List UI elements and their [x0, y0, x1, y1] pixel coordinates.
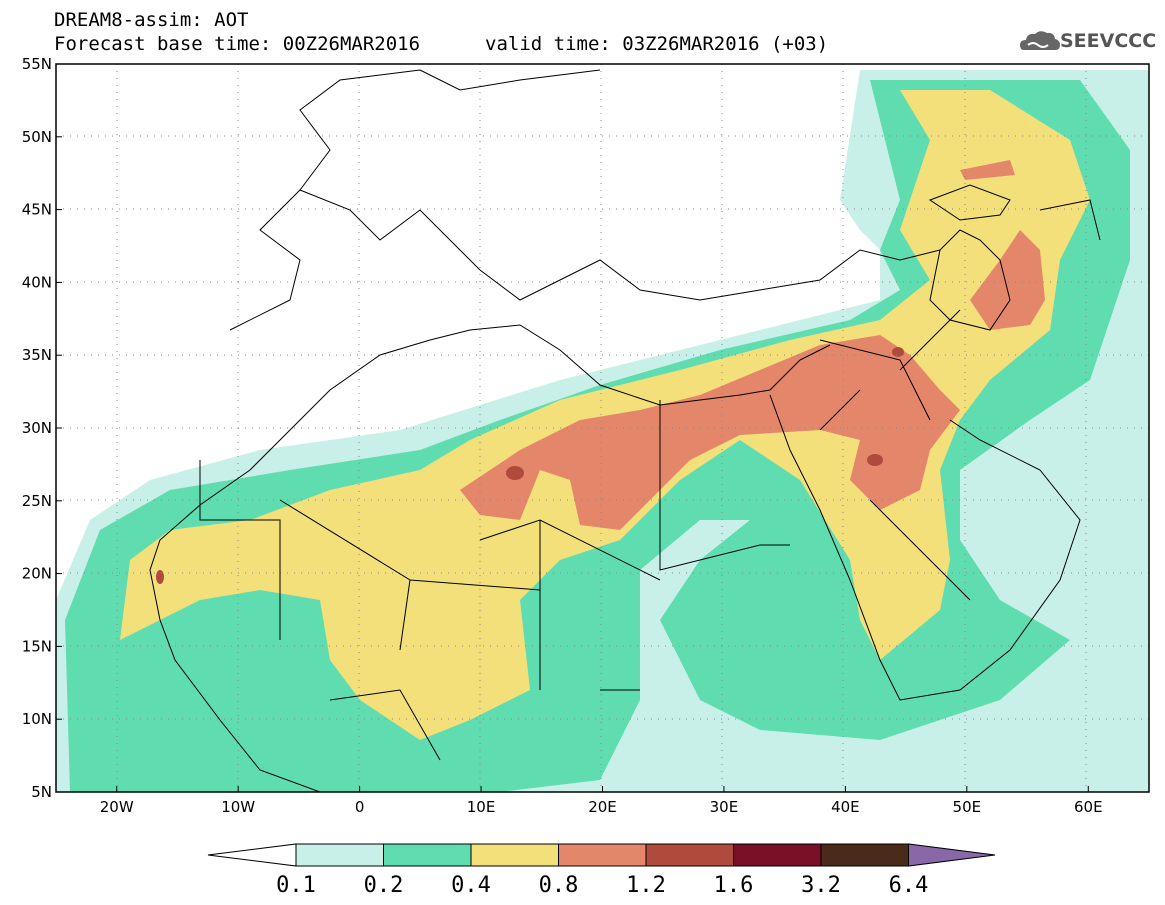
x-tick-label: 20E: [588, 798, 617, 816]
cloud-logo-icon: [1020, 31, 1060, 50]
aot-band-0.4: [120, 90, 1090, 740]
axis-ticks: [56, 63, 1089, 793]
colorbar-level-label: 0.1: [276, 873, 316, 898]
y-tick-label: 35N: [22, 346, 52, 364]
colorbar-swatch: [295, 843, 384, 867]
aot-band-0.8: [960, 160, 1015, 180]
x-tick-label: 20W: [100, 798, 134, 816]
x-tick-label: 30E: [710, 798, 739, 816]
colorbar-swatch: [733, 843, 822, 867]
colorbar-under-arrow: [207, 843, 297, 867]
title-base-time: Forecast base time: 00Z26MAR2016: [54, 33, 421, 55]
colorbar-level-label: 0.8: [538, 873, 579, 898]
coastlines: [149, 69, 1101, 792]
title-valid-time: valid time: 03Z26MAR2016 (+03): [485, 33, 829, 55]
colorbar-level-label: 1.2: [626, 873, 666, 898]
y-tick-label: 25N: [22, 492, 52, 510]
y-tick-label: 45N: [22, 201, 52, 219]
y-tick-label: 40N: [22, 273, 52, 291]
x-tick-label: 0: [355, 798, 365, 816]
colorbar-swatch: [470, 843, 559, 867]
colorbar-level-label: 0.4: [451, 873, 491, 898]
colorbar-swatch: [558, 843, 647, 867]
aot-band-1.2: [506, 466, 524, 480]
y-tick-label: 10N: [22, 710, 52, 728]
colorbar-over-arrow: [908, 843, 996, 867]
colorbar-level-label: 1.6: [713, 873, 754, 898]
y-tick-label: 50N: [22, 128, 52, 146]
logo-text: SEEVCCC: [1060, 30, 1157, 52]
y-tick-label: 20N: [22, 565, 52, 583]
colorbar-level-label: 0.2: [363, 873, 404, 898]
graticule: [56, 64, 1149, 792]
y-tick-label: 5N: [31, 783, 52, 801]
aot-field: [56, 70, 1149, 792]
aot-band-1.2: [867, 454, 883, 466]
title-product: DREAM8-assim: AOT: [54, 9, 249, 31]
x-tick-label: 10E: [467, 798, 496, 816]
x-tick-label: 10W: [221, 798, 255, 816]
colorbar: [207, 843, 996, 867]
colorbar-level-label: 3.2: [801, 873, 841, 898]
y-tick-label: 15N: [22, 637, 52, 655]
colorbar-swatch: [820, 843, 909, 867]
colorbar-swatch: [645, 843, 734, 867]
colorbar-swatch: [383, 843, 472, 867]
x-tick-label: 40E: [831, 798, 860, 816]
x-tick-label: 50E: [953, 798, 982, 816]
x-tick-label: 60E: [1074, 798, 1103, 816]
colorbar-level-label: 6.4: [888, 873, 929, 898]
y-tick-label: 55N: [22, 55, 52, 73]
aot-band-1.2: [892, 347, 904, 357]
y-tick-label: 30N: [22, 419, 52, 437]
aot-band-0.8: [970, 230, 1045, 330]
aot-band-0.8: [460, 335, 960, 530]
aot-band-1.2: [156, 570, 164, 584]
